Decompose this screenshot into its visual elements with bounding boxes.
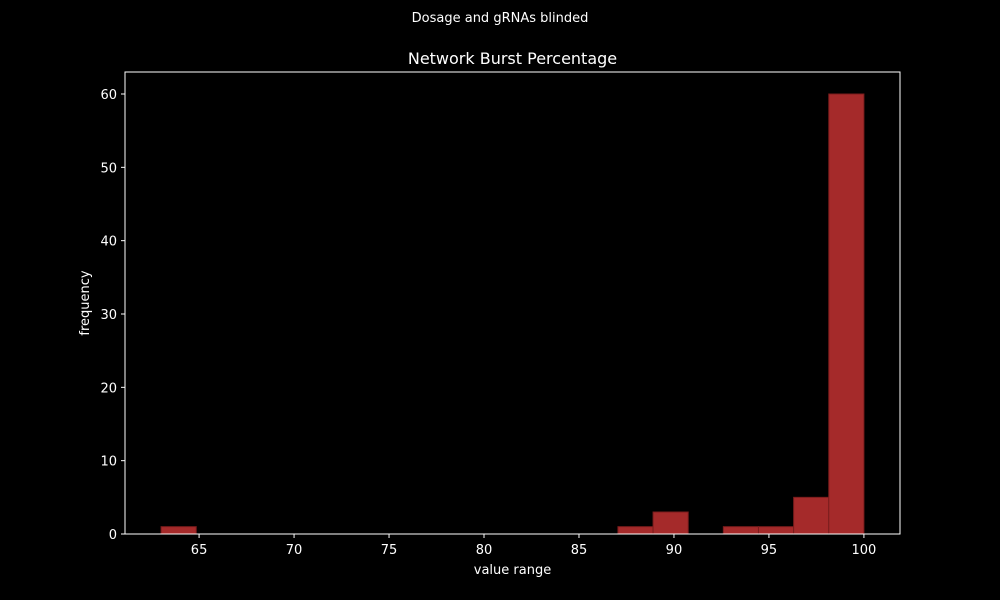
y-axis-label: frequency [78, 270, 93, 336]
x-tick-label: 80 [476, 543, 493, 558]
x-tick-label: 65 [191, 543, 208, 558]
y-tick-label: 0 [109, 528, 117, 543]
y-tick-label: 20 [100, 381, 117, 396]
chart-title: Network Burst Percentage [408, 49, 617, 68]
plot-area-frame [124, 71, 901, 535]
x-tick-label: 75 [381, 543, 398, 558]
x-tick-label: 100 [851, 543, 876, 558]
figure-suptitle: Dosage and gRNAs blinded [412, 11, 589, 26]
y-tick-label: 60 [100, 88, 117, 103]
histogram-bar [617, 526, 654, 535]
y-axis-ticks: 0 10 20 30 40 50 60 [100, 88, 125, 543]
histogram-bar [722, 526, 759, 535]
y-tick-label: 40 [100, 235, 117, 250]
y-tick-label: 30 [100, 308, 117, 323]
x-tick-label: 90 [666, 543, 683, 558]
histogram-bar [757, 526, 795, 535]
histogram-bar [793, 496, 830, 535]
x-axis-ticks: 65 70 75 80 85 90 95 100 [191, 534, 876, 558]
x-axis-label: value range [474, 563, 551, 578]
y-tick-label: 50 [100, 161, 117, 176]
histogram-bar [828, 93, 865, 535]
x-tick-label: 85 [571, 543, 588, 558]
histogram-bar [160, 526, 197, 535]
histogram-bar [652, 511, 689, 535]
y-tick-label: 10 [100, 455, 117, 470]
x-tick-label: 70 [286, 543, 303, 558]
x-tick-label: 95 [761, 543, 778, 558]
